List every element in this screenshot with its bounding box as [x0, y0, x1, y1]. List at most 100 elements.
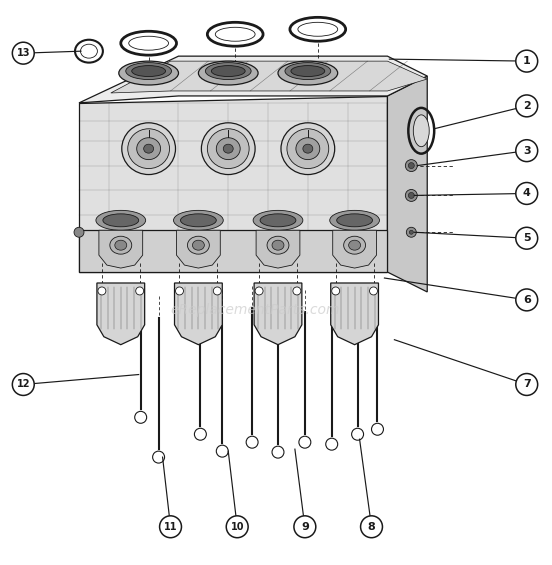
Ellipse shape: [413, 115, 429, 147]
Ellipse shape: [337, 214, 373, 227]
Polygon shape: [256, 231, 300, 268]
Circle shape: [226, 516, 248, 538]
Ellipse shape: [110, 236, 132, 254]
Ellipse shape: [173, 210, 223, 231]
Circle shape: [352, 428, 364, 440]
Circle shape: [405, 160, 417, 172]
Polygon shape: [111, 61, 427, 93]
Ellipse shape: [253, 210, 303, 231]
Ellipse shape: [208, 129, 249, 168]
Circle shape: [136, 287, 144, 295]
Circle shape: [213, 287, 221, 295]
Circle shape: [299, 436, 311, 448]
Ellipse shape: [223, 144, 233, 153]
Ellipse shape: [260, 214, 296, 227]
Circle shape: [516, 289, 538, 311]
Ellipse shape: [330, 210, 379, 231]
Text: 9: 9: [301, 521, 309, 532]
Polygon shape: [333, 231, 376, 268]
Ellipse shape: [122, 123, 176, 175]
Circle shape: [272, 446, 284, 458]
Circle shape: [326, 438, 338, 450]
Ellipse shape: [188, 236, 209, 254]
Ellipse shape: [181, 214, 216, 227]
Ellipse shape: [291, 66, 325, 76]
Ellipse shape: [211, 66, 245, 76]
Text: 8: 8: [368, 521, 375, 532]
Ellipse shape: [344, 236, 365, 254]
Ellipse shape: [267, 236, 289, 254]
Ellipse shape: [96, 210, 146, 231]
Ellipse shape: [193, 240, 204, 250]
Polygon shape: [97, 283, 145, 345]
Text: 1: 1: [523, 56, 530, 66]
Circle shape: [516, 227, 538, 249]
Text: 3: 3: [523, 146, 530, 156]
Circle shape: [410, 231, 413, 234]
Polygon shape: [388, 76, 427, 292]
Text: 12: 12: [17, 380, 30, 389]
Ellipse shape: [81, 44, 97, 58]
Circle shape: [98, 287, 106, 295]
Ellipse shape: [198, 61, 258, 85]
Circle shape: [408, 193, 415, 198]
Text: 7: 7: [523, 380, 530, 389]
Circle shape: [516, 373, 538, 396]
Circle shape: [360, 516, 383, 538]
Ellipse shape: [201, 123, 255, 175]
Circle shape: [516, 50, 538, 72]
Polygon shape: [254, 283, 302, 345]
Circle shape: [12, 373, 34, 396]
Ellipse shape: [272, 240, 284, 250]
Circle shape: [160, 516, 182, 538]
Circle shape: [405, 189, 417, 201]
Ellipse shape: [281, 123, 335, 175]
Ellipse shape: [103, 214, 139, 227]
Ellipse shape: [115, 240, 127, 250]
Ellipse shape: [144, 144, 153, 153]
Ellipse shape: [215, 27, 255, 41]
Text: 4: 4: [523, 189, 530, 198]
Circle shape: [406, 227, 416, 237]
Ellipse shape: [285, 63, 331, 80]
Ellipse shape: [278, 61, 338, 85]
Circle shape: [255, 287, 263, 295]
Text: 2: 2: [523, 101, 530, 111]
Ellipse shape: [303, 144, 313, 153]
Circle shape: [176, 287, 183, 295]
Circle shape: [408, 163, 415, 168]
Ellipse shape: [126, 63, 172, 80]
Ellipse shape: [296, 138, 320, 160]
Ellipse shape: [349, 240, 360, 250]
Circle shape: [246, 436, 258, 448]
Ellipse shape: [298, 22, 338, 36]
Polygon shape: [174, 283, 222, 345]
Text: 5: 5: [523, 233, 530, 243]
Circle shape: [294, 516, 316, 538]
Polygon shape: [177, 231, 220, 268]
Text: 11: 11: [164, 521, 177, 532]
Circle shape: [216, 445, 228, 457]
Text: 10: 10: [230, 521, 244, 532]
Circle shape: [371, 423, 384, 435]
Text: 13: 13: [17, 48, 30, 58]
Circle shape: [516, 95, 538, 117]
Text: eReplacementParts.com: eReplacementParts.com: [171, 303, 340, 317]
Ellipse shape: [137, 138, 161, 160]
Circle shape: [135, 411, 147, 423]
Text: 6: 6: [523, 295, 530, 305]
Ellipse shape: [132, 66, 166, 76]
Polygon shape: [79, 96, 388, 272]
Circle shape: [332, 287, 339, 295]
Polygon shape: [79, 231, 388, 272]
Ellipse shape: [128, 129, 169, 168]
Circle shape: [74, 227, 84, 237]
Circle shape: [152, 451, 164, 463]
Ellipse shape: [216, 138, 240, 160]
Circle shape: [12, 42, 34, 64]
Circle shape: [516, 182, 538, 205]
Polygon shape: [331, 283, 379, 345]
Ellipse shape: [119, 61, 178, 85]
Circle shape: [516, 140, 538, 162]
Ellipse shape: [129, 36, 168, 50]
